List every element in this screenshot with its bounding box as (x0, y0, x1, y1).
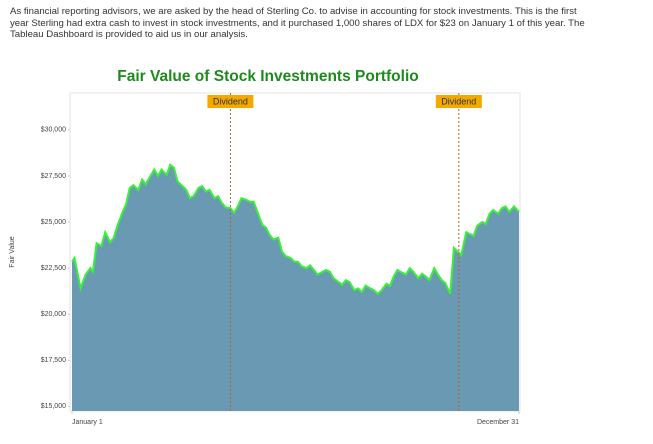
line (71, 163, 520, 296)
intro-line: As financial reporting advisors, we are … (10, 6, 577, 17)
y-tick-label: $17,500 (41, 357, 66, 364)
intro-line: Tableau Dashboard is provided to aid us … (10, 29, 248, 40)
intro-line: year Sterling had extra cash to invest i… (10, 17, 585, 29)
intro: As financial reporting advisors, we are … (10, 6, 585, 41)
y-tick-label: $27,500 (41, 173, 66, 180)
chart-title: Fair Value of Stock Investments Portfoli… (117, 68, 418, 85)
y-tick-label: $22,500 (41, 265, 66, 272)
y-tick-label: $20,000 (41, 311, 66, 318)
y-tick-label: $30,000 (41, 127, 66, 134)
annotation-label: Dividend (213, 96, 248, 106)
x-tick-label: December 31 (477, 419, 519, 426)
annotation-label: Dividend (441, 96, 476, 106)
annotation-box (207, 95, 254, 108)
x-tick-label: January 1 (72, 419, 103, 426)
y-tick-label: $15,000 (41, 403, 66, 410)
area (72, 164, 519, 411)
annotation-box (435, 95, 482, 108)
y-tick-label: $25,000 (41, 219, 66, 226)
y-axis-label: Fair Value (9, 236, 16, 267)
